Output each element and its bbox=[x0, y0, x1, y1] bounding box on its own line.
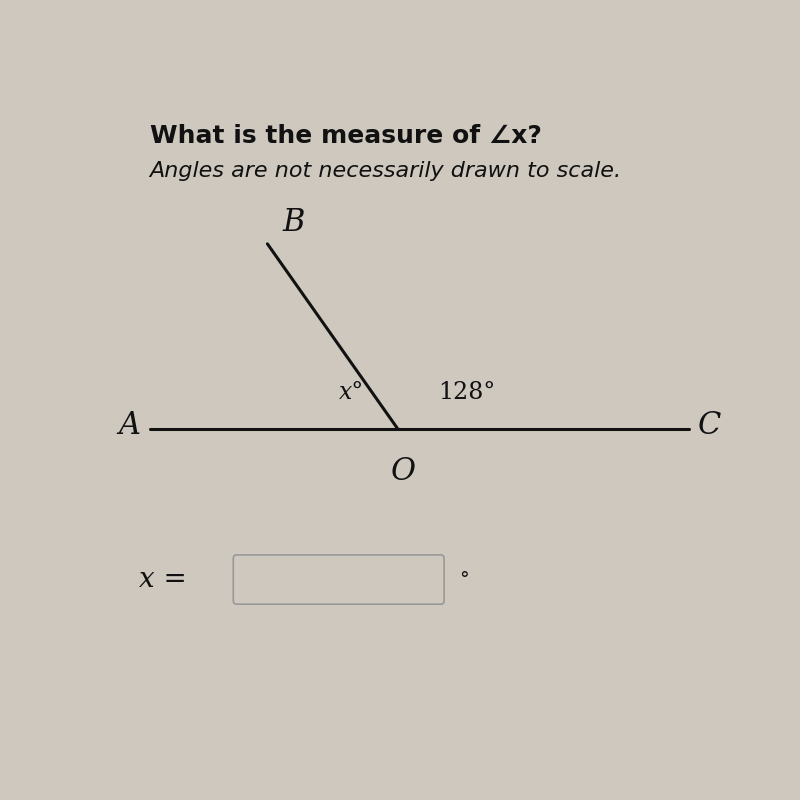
Text: x =: x = bbox=[139, 566, 187, 593]
Text: What is the measure of ∠x?: What is the measure of ∠x? bbox=[150, 124, 542, 148]
Text: x°: x° bbox=[338, 381, 364, 404]
FancyBboxPatch shape bbox=[234, 555, 444, 604]
Text: 128°: 128° bbox=[438, 381, 495, 404]
Text: B: B bbox=[283, 206, 306, 238]
Text: O: O bbox=[391, 456, 416, 487]
Text: Angles are not necessarily drawn to scale.: Angles are not necessarily drawn to scal… bbox=[150, 161, 622, 181]
Text: °: ° bbox=[459, 570, 470, 589]
Text: A: A bbox=[118, 410, 140, 441]
Text: C: C bbox=[698, 410, 722, 441]
